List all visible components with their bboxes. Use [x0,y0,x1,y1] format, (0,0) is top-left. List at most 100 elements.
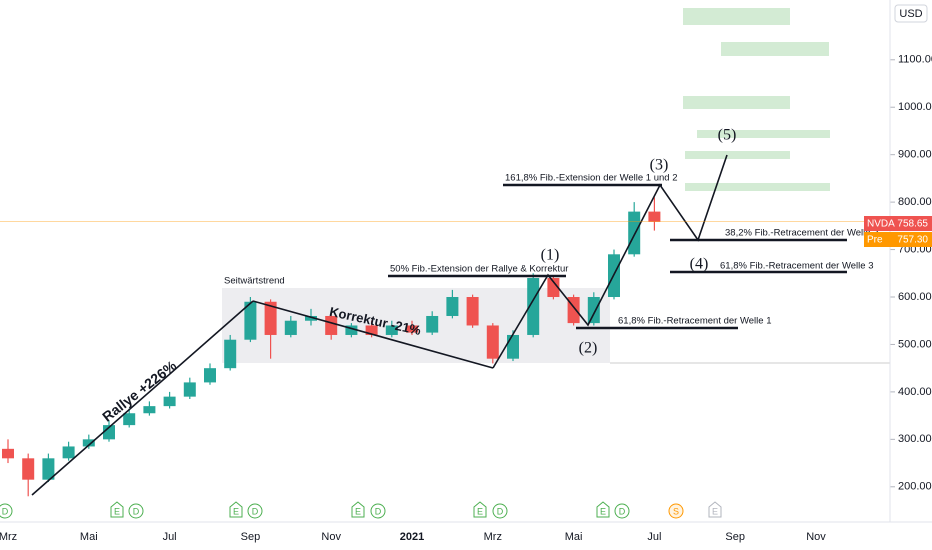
x-tick-label: Jul [647,531,661,543]
candle-body [587,297,600,324]
candle-body [486,325,499,359]
event-badge [492,503,508,519]
x-tick-label: Jul [163,531,177,543]
candle-body [345,325,358,335]
annotation: 61,8% Fib.-Retracement der Welle 3 [720,261,873,272]
event-label: E [233,506,239,516]
price-tag [864,216,932,231]
event-label: D [497,506,504,516]
candle-body [507,334,519,359]
target-zone [683,96,790,109]
trend-line [252,300,494,369]
annotation: 50% Fib.-Extension der Rallye & Korrektu… [390,264,568,275]
candle-body [446,297,459,316]
event-label: D [619,506,626,516]
candle-body [163,396,176,407]
candle-body [244,301,257,340]
candle-body [648,211,661,222]
x-tick-label: Mrz [484,531,502,543]
currency[interactable]: USD [899,8,922,20]
event-label: D [2,506,9,516]
price-tag-value: 758.65 [897,219,928,230]
y-tick-label: 900.00 [898,149,932,161]
candle-body [628,211,641,255]
plot: 200.00300.00400.00500.00600.00700.00800.… [2,54,932,497]
price-tag-name: NVDA [867,219,895,230]
x-tick-label: Nov [806,531,826,543]
x-tick-label: Sep [241,531,261,543]
x-tick-label: 2021 [400,531,424,543]
x-tick-label: Mai [80,531,98,543]
event-label: S [673,506,679,516]
candle-body [2,448,14,459]
x-tick-label: Sep [725,531,745,543]
candle-body [103,425,115,440]
candle-body [305,315,317,321]
x-tick-label: Mai [565,531,583,543]
y-tick-label: 500.00 [898,338,932,350]
event-badge [247,503,263,519]
event-badge [128,503,144,519]
event-badge [596,501,610,518]
target-zone [685,151,790,159]
event-badge [229,501,243,518]
candle-body [406,325,418,333]
candle-body [183,382,196,397]
wave-label: (4) [690,256,709,273]
event-label: E [477,506,483,516]
candle-body [325,315,338,335]
event-label: E [355,506,361,516]
event-label: D [252,506,259,516]
event-label: E [600,506,606,516]
candle-body [547,278,560,298]
event-badge [473,501,487,518]
candle-body [62,446,75,459]
event-badge [708,501,722,518]
candle-body [204,368,216,383]
target-zone [721,42,829,56]
wave-label: (1) [541,247,560,264]
annotation: 38,2% Fib.-Retracement der Welle 3 [725,228,878,239]
x-tick-label: Nov [321,531,341,543]
y-tick-label: 1100.00 [898,54,932,66]
event-badge [614,503,630,519]
annotation: 61,8% Fib.-Retracement der Welle 1 [618,316,771,327]
candle-body [264,301,277,335]
event-label: E [712,506,718,516]
event-badge [0,503,13,519]
target-zone [683,8,790,25]
y-tick-label: 800.00 [898,196,932,208]
candle-body [426,315,439,333]
candle-body [224,339,237,369]
event-badge [370,503,386,519]
event-label: D [375,506,382,516]
price-tag-name: Pre [867,235,883,246]
candle-body [466,297,479,326]
event-badge [110,501,124,518]
target-zone [697,130,830,138]
price-tag [864,232,932,247]
y-tick-label: 200.00 [898,481,932,493]
wave-label: (3) [650,157,669,174]
candle-body [22,458,35,480]
target-zone [685,183,830,191]
currency-box[interactable] [894,4,928,23]
candle-body [42,458,55,480]
event-label: D [133,506,140,516]
event-label: E [114,506,120,516]
annotation: 161,8% Fib.-Extension der Welle 1 und 2 [505,173,678,184]
trend-line [31,300,254,496]
candle-body [527,278,540,335]
y-tick-label: 400.00 [898,386,932,398]
event-badge [351,501,365,518]
candle-body [365,325,378,335]
candle-body [385,325,398,335]
y-tick-label: 600.00 [898,291,932,303]
candle-body [123,413,136,426]
event-badge [668,503,684,519]
wave-label: (2) [579,340,598,357]
y-tick-label: 1000.00 [898,101,932,113]
y-tick-label: 300.00 [898,433,932,445]
price-tag-value: 757.30 [897,235,928,246]
